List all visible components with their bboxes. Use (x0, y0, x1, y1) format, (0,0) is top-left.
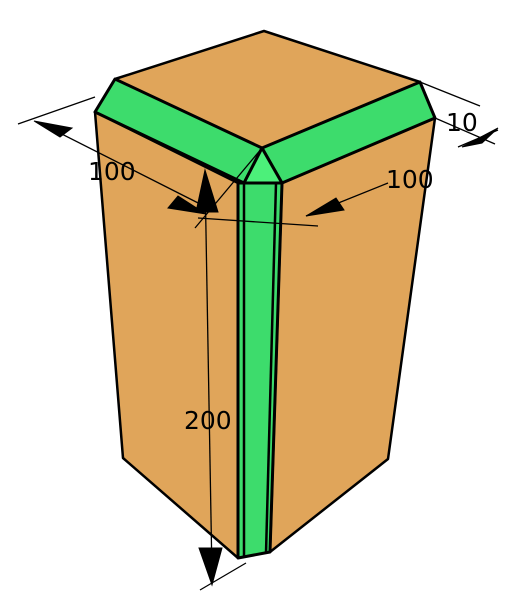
label-width-left: 100 (88, 157, 136, 186)
arrow-height-bottom (198, 547, 223, 587)
label-height: 200 (184, 406, 232, 435)
dimension-height (195, 168, 247, 591)
band-vertical (236, 181, 284, 560)
arrow-width-left-a (33, 120, 74, 138)
dimension-width-right (197, 182, 389, 227)
label-band-width: 10 (446, 108, 478, 137)
band-vertical-edge-right (264, 182, 278, 554)
dimension-band-width (419, 81, 499, 148)
arrow-width-right (305, 197, 345, 217)
arrow-height-top (195, 168, 219, 213)
arrow-band-width (461, 127, 499, 148)
label-width-right: 100 (386, 165, 434, 194)
